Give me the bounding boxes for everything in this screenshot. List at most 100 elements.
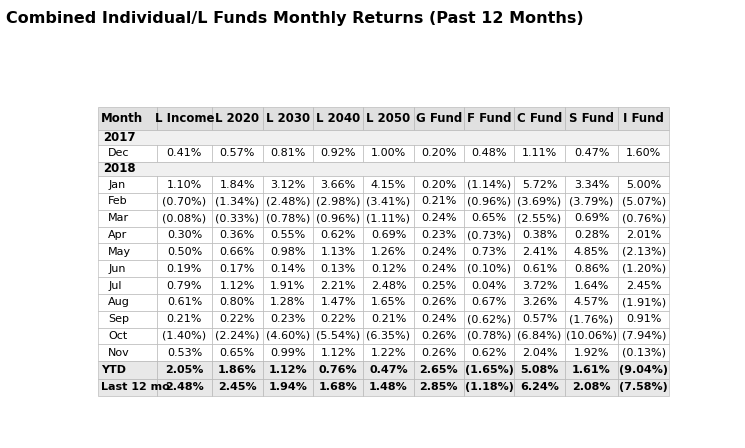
Bar bbox=[364, 145, 413, 162]
Text: 0.53%: 0.53% bbox=[167, 348, 202, 358]
Bar bbox=[413, 294, 464, 311]
Text: 4.15%: 4.15% bbox=[371, 180, 406, 190]
Text: 1.12%: 1.12% bbox=[220, 280, 255, 290]
Text: 0.86%: 0.86% bbox=[574, 264, 609, 274]
Text: 0.13%: 0.13% bbox=[320, 264, 355, 274]
Text: (5.54%): (5.54%) bbox=[316, 331, 360, 341]
Bar bbox=[262, 294, 313, 311]
Bar bbox=[565, 227, 618, 243]
Bar bbox=[618, 210, 669, 227]
Bar bbox=[565, 327, 618, 345]
Bar bbox=[212, 145, 262, 162]
Bar bbox=[618, 277, 669, 294]
Bar bbox=[313, 361, 364, 379]
Bar bbox=[364, 379, 413, 396]
Bar bbox=[156, 277, 212, 294]
Bar bbox=[156, 260, 212, 277]
Bar bbox=[464, 227, 514, 243]
Text: 0.20%: 0.20% bbox=[421, 148, 457, 158]
Bar bbox=[212, 345, 262, 361]
Text: 0.65%: 0.65% bbox=[472, 213, 507, 223]
Text: 1.22%: 1.22% bbox=[371, 348, 406, 358]
Text: I Fund: I Fund bbox=[624, 112, 665, 125]
Text: L 2040: L 2040 bbox=[316, 112, 361, 125]
Bar bbox=[514, 345, 565, 361]
Text: 1.48%: 1.48% bbox=[369, 382, 408, 392]
Bar bbox=[514, 107, 565, 130]
Text: Jul: Jul bbox=[108, 280, 121, 290]
Bar bbox=[413, 379, 464, 396]
Bar bbox=[262, 210, 313, 227]
Text: 0.20%: 0.20% bbox=[421, 180, 457, 190]
Bar bbox=[262, 379, 313, 396]
Text: 2.04%: 2.04% bbox=[522, 348, 557, 358]
Text: 0.80%: 0.80% bbox=[220, 297, 255, 307]
Text: 6.24%: 6.24% bbox=[520, 382, 559, 392]
Text: 1.12%: 1.12% bbox=[268, 365, 307, 375]
Bar bbox=[565, 107, 618, 130]
Bar bbox=[364, 107, 413, 130]
Text: 1.10%: 1.10% bbox=[167, 180, 202, 190]
Text: 0.47%: 0.47% bbox=[574, 148, 609, 158]
Bar bbox=[212, 260, 262, 277]
Bar bbox=[313, 327, 364, 345]
Text: Nov: Nov bbox=[108, 348, 130, 358]
Bar bbox=[98, 210, 156, 227]
Text: Month: Month bbox=[101, 112, 143, 125]
Text: (7.58%): (7.58%) bbox=[619, 382, 668, 392]
Text: 1.94%: 1.94% bbox=[268, 382, 307, 392]
Bar bbox=[262, 260, 313, 277]
Text: 0.23%: 0.23% bbox=[421, 230, 457, 240]
Bar bbox=[156, 227, 212, 243]
Text: (6.84%): (6.84%) bbox=[517, 331, 562, 341]
Bar bbox=[364, 327, 413, 345]
Text: (2.98%): (2.98%) bbox=[316, 196, 361, 207]
Bar bbox=[464, 243, 514, 260]
Bar bbox=[618, 107, 669, 130]
Bar bbox=[313, 145, 364, 162]
Bar bbox=[262, 227, 313, 243]
Text: (0.96%): (0.96%) bbox=[467, 196, 511, 207]
Text: 0.24%: 0.24% bbox=[421, 213, 457, 223]
Text: F Fund: F Fund bbox=[467, 112, 511, 125]
Text: L 2050: L 2050 bbox=[367, 112, 410, 125]
Bar bbox=[156, 210, 212, 227]
Text: 1.91%: 1.91% bbox=[270, 280, 305, 290]
Bar bbox=[212, 193, 262, 210]
Text: 0.22%: 0.22% bbox=[220, 314, 255, 324]
Bar bbox=[565, 311, 618, 327]
Text: 0.21%: 0.21% bbox=[167, 314, 202, 324]
Text: 1.86%: 1.86% bbox=[218, 365, 257, 375]
Bar bbox=[565, 294, 618, 311]
Bar bbox=[364, 243, 413, 260]
Text: 3.72%: 3.72% bbox=[522, 280, 557, 290]
Text: 1.61%: 1.61% bbox=[572, 365, 611, 375]
Bar bbox=[156, 327, 212, 345]
Text: 0.69%: 0.69% bbox=[371, 230, 406, 240]
Text: (1.65%): (1.65%) bbox=[465, 365, 513, 375]
Text: Jan: Jan bbox=[108, 180, 125, 190]
Text: 2.08%: 2.08% bbox=[572, 382, 611, 392]
Text: 4.57%: 4.57% bbox=[574, 297, 609, 307]
Bar bbox=[618, 379, 669, 396]
Bar bbox=[618, 311, 669, 327]
Text: 1.11%: 1.11% bbox=[522, 148, 557, 158]
Text: (0.78%): (0.78%) bbox=[467, 331, 511, 341]
Text: 0.67%: 0.67% bbox=[472, 297, 507, 307]
Bar bbox=[514, 210, 565, 227]
Text: 0.04%: 0.04% bbox=[472, 280, 507, 290]
Text: 0.36%: 0.36% bbox=[220, 230, 255, 240]
Bar bbox=[565, 145, 618, 162]
Bar bbox=[413, 176, 464, 193]
Bar bbox=[156, 361, 212, 379]
Bar bbox=[413, 361, 464, 379]
Text: (1.76%): (1.76%) bbox=[569, 314, 614, 324]
Text: (0.78%): (0.78%) bbox=[266, 213, 310, 223]
Bar bbox=[364, 227, 413, 243]
Bar bbox=[514, 193, 565, 210]
Text: 0.79%: 0.79% bbox=[167, 280, 202, 290]
Bar bbox=[364, 345, 413, 361]
Bar bbox=[364, 260, 413, 277]
Bar bbox=[212, 379, 262, 396]
Bar bbox=[98, 145, 156, 162]
